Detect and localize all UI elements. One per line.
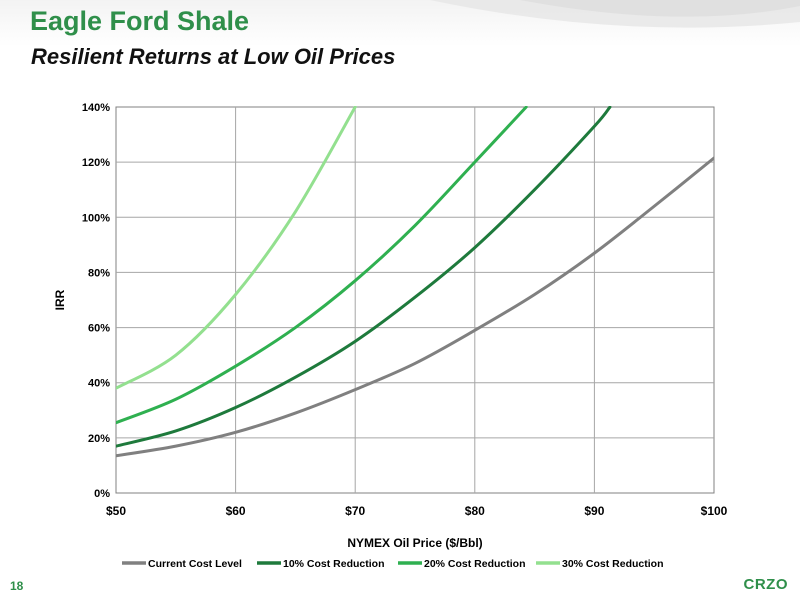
- y-axis-label: IRR: [53, 289, 67, 310]
- y-tick-label: 40%: [88, 378, 110, 390]
- company-logo: CRZO: [743, 576, 788, 593]
- y-tick-label: 80%: [88, 267, 110, 279]
- plot-area: [115, 106, 715, 494]
- legend-label-3: 20% Cost Reduction: [424, 558, 526, 570]
- slide-title: Eagle Ford Shale: [30, 6, 250, 36]
- y-tick-label: 140%: [82, 102, 110, 114]
- y-tick-label: 60%: [88, 323, 110, 335]
- x-tick-label: $100: [701, 504, 728, 518]
- x-tick-label: $50: [106, 504, 126, 518]
- x-tick-label: $60: [226, 504, 246, 518]
- series-line-2: [116, 106, 612, 448]
- y-tick-label: 120%: [82, 157, 110, 169]
- x-tick-label: $90: [584, 504, 604, 518]
- legend-label-2: 10% Cost Reduction: [283, 558, 385, 570]
- legend-label-1: Current Cost Level: [148, 558, 242, 570]
- y-tick-label: 100%: [82, 212, 110, 224]
- x-axis-label: NYMEX Oil Price ($/Bbl): [347, 536, 482, 550]
- x-tick-label: $70: [345, 504, 365, 518]
- series-line-1: [116, 156, 714, 458]
- banner-swoosh: [430, 0, 800, 28]
- series-line-3: [116, 106, 528, 425]
- slide-subtitle: Resilient Returns at Low Oil Prices: [31, 44, 396, 69]
- legend-label-4: 30% Cost Reduction: [562, 558, 664, 570]
- title-banner: [0, 0, 800, 78]
- series-line-4: [116, 106, 357, 390]
- slide-number: 18: [10, 579, 24, 593]
- y-tick-label: 0%: [94, 488, 110, 500]
- x-tick-label: $80: [465, 504, 485, 518]
- y-tick-label: 20%: [88, 433, 110, 445]
